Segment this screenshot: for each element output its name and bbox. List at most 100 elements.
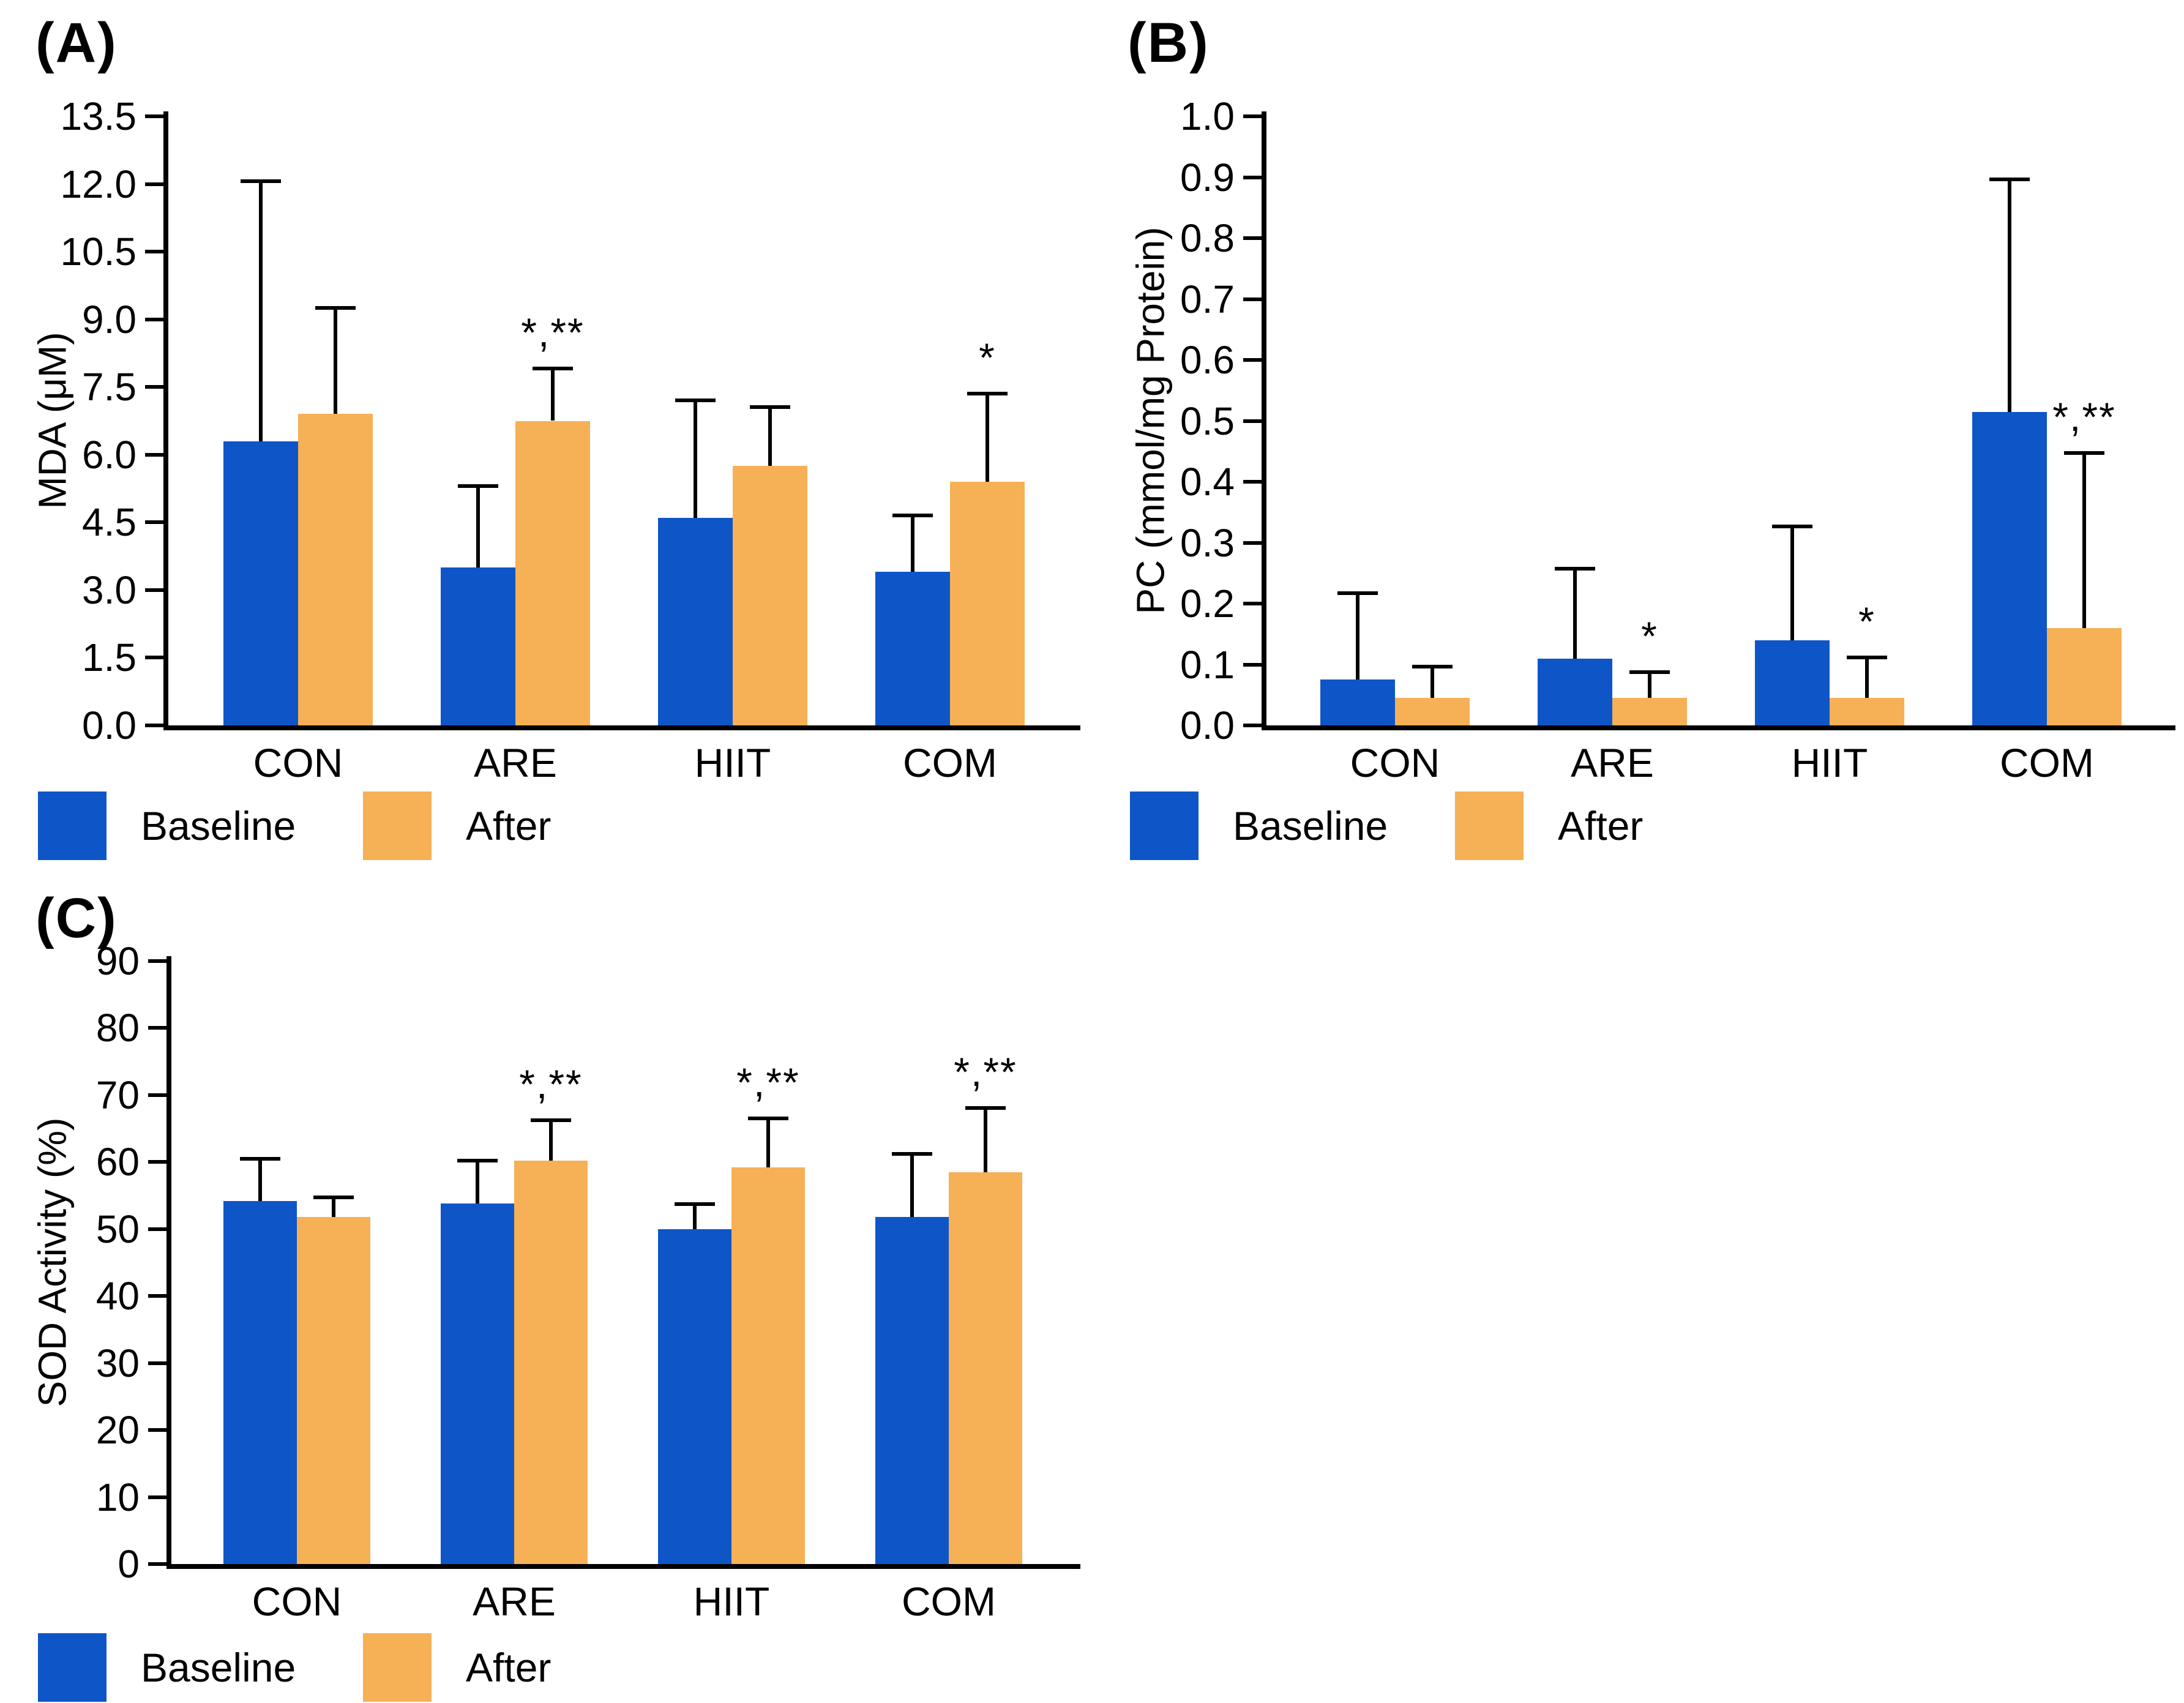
x-category-label-are: ARE xyxy=(473,1579,556,1624)
significance-annotation-com: *,** xyxy=(2052,394,2116,440)
error-cap-after-hiit xyxy=(748,1116,788,1120)
y-axis xyxy=(163,111,168,730)
error-whisker-baseline-are xyxy=(1573,567,1577,659)
bar-after-con xyxy=(1395,698,1470,725)
error-whisker-after-are xyxy=(1648,670,1651,698)
error-whisker-after-hiit xyxy=(1865,655,1869,698)
error-cap-baseline-con xyxy=(241,179,281,184)
y-tick-label: 10.5 xyxy=(60,230,136,274)
error-cap-after-are xyxy=(533,367,573,371)
y-tick-label: 0.5 xyxy=(1180,399,1235,443)
panel-C: (C) SOD Activity (%) 0 10 20 30 40 50 60 70 80 90… xyxy=(0,875,1092,1703)
plot-area-mda: 0.0 1.5 3.0 4.5 6.0 7.5 9.0 10.5 12.0 13.5 CON ARE H… xyxy=(0,0,1092,875)
y-tick-label: 0.0 xyxy=(1180,703,1235,747)
legend-A: Baseline After xyxy=(38,792,551,860)
error-cap-after-are xyxy=(1629,670,1670,675)
y-tick-mark xyxy=(145,588,163,592)
error-cap-baseline-are xyxy=(458,484,498,488)
error-whisker-baseline-hiit xyxy=(693,1202,697,1229)
bar-after-are xyxy=(1612,698,1687,725)
error-cap-baseline-hiit xyxy=(1772,524,1812,528)
y-tick-label: 0.7 xyxy=(1180,277,1235,321)
y-tick-label: 9.0 xyxy=(82,297,136,342)
y-tick-mark xyxy=(148,1160,166,1164)
bar-after-con xyxy=(297,1217,370,1564)
error-whisker-baseline-hiit xyxy=(694,398,697,518)
y-tick-label: 0.0 xyxy=(82,703,136,747)
y-tick-mark xyxy=(145,250,163,254)
y-tick-label: 1.0 xyxy=(1180,94,1235,138)
error-whisker-after-are xyxy=(551,367,555,421)
y-tick-mark xyxy=(148,1495,166,1499)
legend-label-after: After xyxy=(1558,803,1644,848)
panel-label-C: (C) xyxy=(36,887,118,949)
y-tick-mark xyxy=(1243,724,1262,727)
legend-swatch-baseline xyxy=(38,1633,107,1702)
legend-B: Baseline After xyxy=(1130,792,1643,860)
y-tick-mark xyxy=(145,317,163,321)
y-tick-mark xyxy=(148,1227,166,1231)
bar-baseline-com xyxy=(1972,411,2047,725)
x-category-label-are: ARE xyxy=(474,740,557,785)
error-whisker-after-com xyxy=(984,1106,987,1172)
x-category-label-hiit: HIIT xyxy=(1791,740,1868,785)
significance-annotation-are: * xyxy=(1641,613,1658,659)
y-tick-mark xyxy=(1243,175,1262,179)
y-tick-label: 70 xyxy=(95,1072,140,1117)
bar-after-com xyxy=(950,482,1025,725)
error-cap-after-com xyxy=(967,391,1008,395)
error-whisker-after-con xyxy=(332,1196,335,1218)
bar-after-com xyxy=(949,1172,1022,1564)
error-whisker-baseline-are xyxy=(476,1158,479,1204)
legend-swatch-after xyxy=(363,792,432,860)
bar-after-hiit xyxy=(731,1167,805,1564)
bar-after-com xyxy=(2047,627,2122,725)
bar-baseline-com xyxy=(875,572,950,725)
y-tick-mark xyxy=(145,520,163,525)
error-whisker-baseline-con xyxy=(1356,591,1359,680)
error-cap-baseline-com xyxy=(892,1151,932,1156)
significance-annotation-are: *,** xyxy=(519,1061,583,1107)
legend-label-baseline: Baseline xyxy=(1233,803,1388,848)
y-tick-mark xyxy=(145,114,163,118)
legend-swatch-baseline xyxy=(38,792,107,860)
error-whisker-after-con xyxy=(334,305,337,414)
x-category-label-hiit: HIIT xyxy=(694,740,771,785)
error-cap-after-com xyxy=(965,1106,1006,1110)
y-tick-label: 0.9 xyxy=(1180,155,1235,200)
legend-label-after: After xyxy=(466,1645,552,1690)
y-tick-label: 0.3 xyxy=(1180,520,1235,565)
bar-after-hiit xyxy=(733,466,807,725)
bar-baseline-com xyxy=(875,1217,949,1564)
y-tick-mark xyxy=(1243,297,1262,301)
y-tick-label: 12.0 xyxy=(60,162,136,206)
legend-swatch-after xyxy=(363,1633,432,1702)
y-tick-mark xyxy=(148,1026,166,1030)
y-tick-label: 80 xyxy=(95,1006,140,1050)
bar-baseline-hiit xyxy=(658,1229,731,1564)
y-tick-label: 0.4 xyxy=(1180,460,1235,504)
significance-annotation-com: * xyxy=(979,334,996,380)
x-category-label-con: CON xyxy=(1350,740,1440,785)
y-tick-mark xyxy=(148,1361,166,1365)
error-cap-after-are xyxy=(531,1118,571,1123)
significance-annotation-hiit: *,** xyxy=(736,1059,800,1105)
error-whisker-baseline-com xyxy=(2008,177,2011,412)
error-cap-baseline-are xyxy=(1555,567,1595,571)
legend-swatch-baseline xyxy=(1130,792,1199,860)
legend-label-after: After xyxy=(466,803,552,848)
y-tick-label: 20 xyxy=(95,1408,140,1453)
bar-baseline-hiit xyxy=(658,517,733,725)
legend-C: Baseline After xyxy=(38,1633,551,1702)
y-tick-label: 6.0 xyxy=(82,432,136,477)
error-whisker-after-are xyxy=(549,1118,553,1161)
y-tick-mark xyxy=(145,182,163,186)
x-category-label-con: CON xyxy=(253,740,343,785)
bar-baseline-hiit xyxy=(1755,640,1830,725)
y-axis xyxy=(166,956,171,1569)
y-tick-label: 30 xyxy=(95,1341,140,1385)
y-tick-label: 60 xyxy=(95,1140,140,1185)
error-whisker-after-hiit xyxy=(766,1116,770,1168)
error-cap-baseline-are xyxy=(457,1158,498,1162)
y-tick-label: 7.5 xyxy=(82,365,136,410)
